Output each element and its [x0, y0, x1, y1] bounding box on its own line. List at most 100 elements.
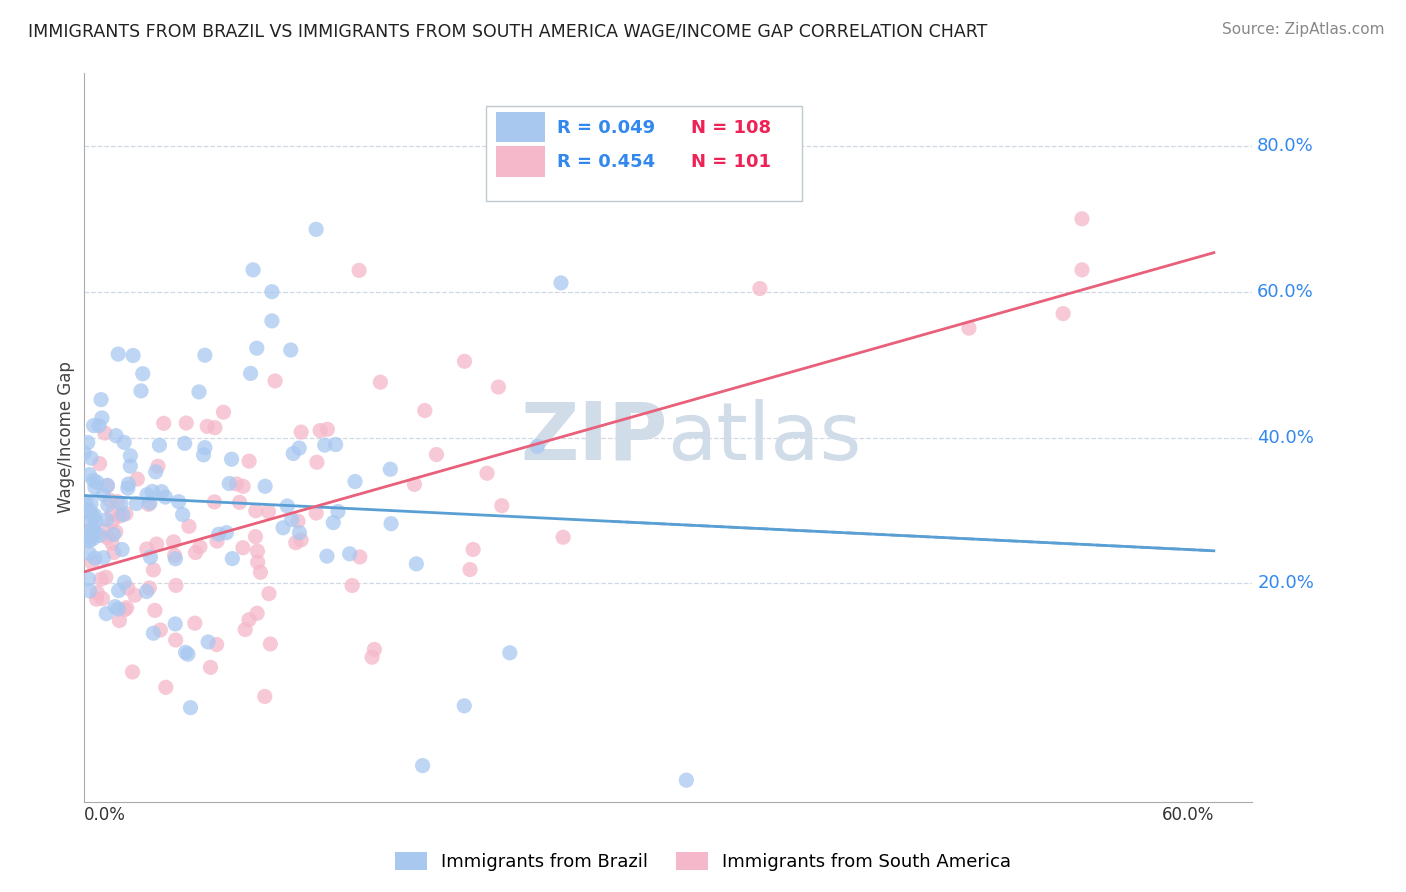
Point — [167, 494, 190, 508]
Point — [404, 477, 426, 491]
Point — [249, 566, 271, 580]
Point — [290, 425, 312, 439]
Point — [155, 681, 177, 695]
Point — [107, 602, 129, 616]
Point — [139, 496, 162, 510]
Point — [138, 497, 160, 511]
Legend: Immigrants from Brazil, Immigrants from South America: Immigrants from Brazil, Immigrants from … — [387, 845, 1019, 879]
Point — [91, 487, 114, 501]
Point — [142, 563, 165, 577]
Point — [108, 614, 131, 628]
Point — [96, 607, 118, 621]
Point — [155, 490, 177, 504]
Point — [305, 455, 328, 469]
Point — [143, 603, 166, 617]
Point — [246, 341, 269, 355]
Point — [96, 513, 118, 527]
Point — [675, 773, 697, 788]
Point — [246, 607, 269, 621]
Point — [82, 521, 104, 535]
Point — [111, 508, 134, 522]
Point — [79, 533, 101, 548]
Point — [212, 405, 235, 419]
Point — [177, 647, 200, 661]
Point — [80, 526, 103, 541]
Point — [1071, 262, 1094, 277]
Point — [110, 497, 132, 511]
Point — [361, 650, 384, 665]
Point — [339, 547, 361, 561]
FancyBboxPatch shape — [496, 146, 546, 177]
Point — [475, 467, 498, 481]
Point — [132, 367, 155, 381]
Point — [290, 533, 312, 547]
Point — [194, 441, 217, 455]
Point — [309, 424, 332, 438]
Text: R = 0.454: R = 0.454 — [557, 153, 655, 171]
Point — [83, 418, 105, 433]
Point — [82, 532, 104, 546]
Point — [957, 321, 980, 335]
Point — [1071, 211, 1094, 226]
Point — [326, 504, 349, 518]
Point — [225, 477, 247, 491]
Point — [163, 549, 186, 563]
Point — [114, 603, 136, 617]
Point — [344, 475, 367, 489]
Point — [129, 384, 152, 398]
Point — [98, 493, 121, 508]
Point — [246, 544, 269, 558]
Point — [89, 457, 111, 471]
Point — [347, 263, 370, 277]
FancyBboxPatch shape — [486, 106, 801, 201]
Point — [80, 514, 103, 528]
Point — [228, 495, 250, 509]
Point — [305, 222, 328, 236]
Point — [73, 446, 96, 460]
Point — [380, 462, 402, 476]
Point — [107, 494, 129, 508]
Point — [82, 509, 104, 524]
Point — [97, 498, 120, 512]
Point — [120, 449, 142, 463]
Point — [75, 502, 97, 516]
Point — [149, 623, 172, 637]
Point — [288, 441, 311, 455]
Point — [233, 623, 256, 637]
Point — [96, 478, 118, 492]
Text: 20.0%: 20.0% — [1257, 574, 1315, 592]
Point — [93, 524, 115, 538]
Point — [77, 546, 100, 560]
Point — [205, 638, 228, 652]
Point — [288, 525, 311, 540]
Point — [86, 586, 108, 600]
Point — [271, 521, 294, 535]
Text: Source: ZipAtlas.com: Source: ZipAtlas.com — [1222, 22, 1385, 37]
Point — [239, 367, 262, 381]
Point — [284, 535, 307, 549]
Point — [453, 698, 475, 713]
Point — [83, 480, 105, 494]
Point — [127, 472, 149, 486]
Point — [259, 637, 281, 651]
Point — [245, 530, 267, 544]
Point — [1052, 307, 1074, 321]
Text: 60.0%: 60.0% — [1257, 283, 1315, 301]
Point — [172, 508, 194, 522]
Point — [108, 509, 131, 524]
Y-axis label: Wage/Income Gap: Wage/Income Gap — [58, 361, 75, 514]
Point — [260, 314, 283, 328]
Point — [135, 584, 157, 599]
Text: 80.0%: 80.0% — [1257, 136, 1315, 155]
Point — [96, 479, 118, 493]
Point — [83, 523, 105, 537]
Point — [112, 575, 135, 590]
Point — [254, 479, 277, 493]
Point — [221, 452, 243, 467]
Point — [349, 549, 371, 564]
Point — [200, 660, 222, 674]
Point — [526, 439, 548, 453]
Point — [107, 583, 129, 598]
Point — [142, 626, 165, 640]
Point — [280, 343, 302, 357]
